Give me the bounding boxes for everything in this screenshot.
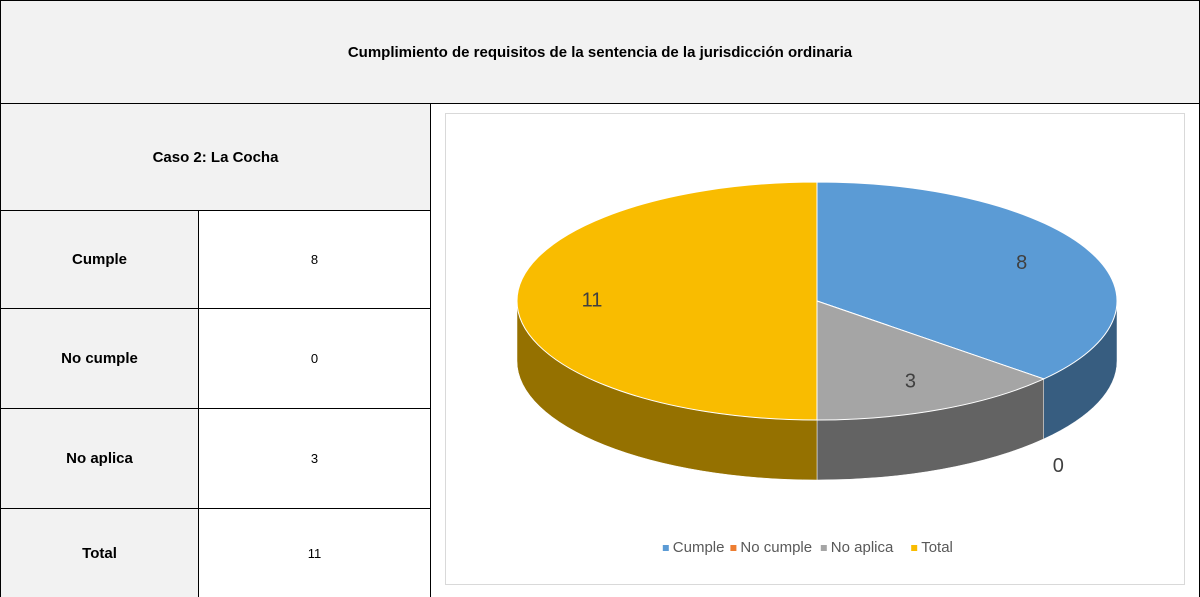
- legend-label: No cumple: [740, 539, 812, 556]
- legend-swatch: [820, 545, 827, 551]
- row-label: Total: [0, 508, 199, 597]
- data-label: 3: [905, 370, 916, 392]
- row-value: 11: [198, 508, 431, 597]
- title: Cumplimiento de requisitos de la sentenc…: [0, 0, 1200, 104]
- legend-label: Total: [921, 539, 953, 556]
- data-label: 8: [1016, 252, 1027, 274]
- slice: [816, 300, 1046, 421]
- legend-label: Cumple: [673, 539, 725, 556]
- legend-swatch: [662, 545, 669, 551]
- data-label: 0: [1053, 455, 1064, 477]
- legend-swatch: [911, 545, 918, 551]
- slice: [516, 181, 818, 421]
- legend-swatch: [730, 545, 737, 551]
- data-label: 11: [582, 289, 603, 311]
- chart-area: [445, 113, 1185, 585]
- case-header: Caso 2: La Cocha: [0, 103, 431, 211]
- row-label: Cumple: [0, 210, 199, 309]
- legend-label: No aplica: [831, 539, 894, 556]
- slice: [816, 181, 1118, 380]
- row-label: No aplica: [0, 408, 199, 509]
